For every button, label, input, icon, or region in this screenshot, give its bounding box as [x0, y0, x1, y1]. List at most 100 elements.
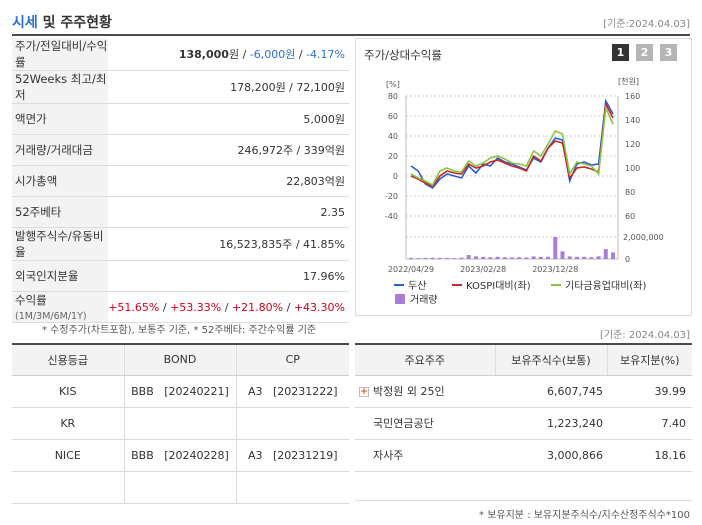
shares-cell: 6,607,745	[495, 375, 607, 408]
volume-bar	[567, 256, 572, 259]
left-tick-label: -20	[385, 192, 398, 201]
row-label: 거래량/거래대금	[12, 134, 109, 166]
price-value: 138,000원 / -6,000원 / -4.17%	[108, 38, 349, 71]
table-row: KIS BBB [20240221] A3 [20231222]	[12, 375, 349, 408]
legend-label: 거래량	[410, 294, 438, 306]
holder-name-cell[interactable]: + 박정원 외 25인	[355, 375, 495, 408]
col-header: 신용등급	[12, 345, 124, 376]
volume-bar	[574, 256, 579, 259]
right-tick-label: 100	[625, 164, 640, 173]
table-row: 시가총액 22,803억원	[12, 165, 349, 197]
empty-cell	[123, 471, 236, 504]
table-row: 주가/전일대비/수익률 138,000원 / -6,000원 / -4.17%	[12, 38, 349, 71]
series-line	[410, 104, 614, 187]
cp-cell: A3 [20231219]	[235, 439, 349, 472]
volume-tick-label: 2,000,000	[623, 233, 664, 242]
left-axis-unit: [%]	[386, 80, 400, 89]
volume-bar	[560, 251, 565, 259]
price-return-chart: [%] [천원] 80 60 40 20 0 -20 -40 160 140 120 100 80 60 2,…	[385, 76, 664, 306]
agency-cell: KR	[12, 407, 124, 440]
row-label: 액면가	[12, 103, 109, 135]
col-header: 주요주주	[355, 345, 495, 376]
reference-date: [기준:2024.04.03]	[603, 19, 690, 30]
volume-bar	[430, 257, 435, 259]
volume-bar	[596, 256, 601, 259]
row-value: 246,972주 / 339억원	[108, 134, 349, 166]
volume-bar	[517, 257, 522, 259]
title-highlight: 시세	[12, 15, 38, 31]
legend-label: KOSPI대비(좌)	[466, 280, 531, 292]
volume-bar	[423, 257, 428, 259]
chart-title: 주가/상대수익률	[364, 48, 442, 62]
left-tick-label: 60	[388, 112, 398, 121]
title-rest: 및 주주현황	[37, 15, 112, 31]
volume-bar	[452, 258, 457, 259]
price-summary-table: 주가/전일대비/수익률 138,000원 / -6,000원 / -4.17% …	[12, 38, 349, 323]
ratio-cell: 7.40	[607, 407, 692, 440]
volume-bar	[502, 257, 507, 259]
volume-bar	[488, 257, 493, 259]
table-row: NICE BBB [20240228] A3 [20231219]	[12, 439, 349, 472]
volume-bar	[445, 257, 450, 259]
left-tick-label: 0	[393, 172, 398, 181]
cp-cell	[235, 407, 349, 440]
volume-bar	[437, 257, 442, 259]
row-label: 52주베타	[12, 196, 109, 228]
expand-icon[interactable]: +	[359, 387, 369, 397]
left-tick-label: 40	[388, 132, 398, 141]
table-row: 외국인지분율 17.96%	[12, 260, 349, 292]
row-value: 16,523,835주 / 41.85%	[108, 227, 349, 261]
tab-1[interactable]: 1	[612, 44, 629, 61]
bond-cell	[123, 407, 236, 440]
volume-tick-label: 0	[625, 255, 630, 264]
row-label: 발행주식수/유동비율	[12, 227, 109, 261]
credit-table-divider	[12, 343, 349, 345]
row-label: 외국인지분율	[12, 260, 109, 292]
tab-2[interactable]: 2	[636, 44, 653, 61]
chart-panel: 주가/상대수익률 1 2 3 [%] [천원] 80 60 40 20 0 -20 -40 160…	[355, 38, 692, 316]
x-tick-label: 2023/12/28	[532, 265, 578, 274]
ratio-cell: 18.16	[607, 439, 692, 472]
return-values: +51.65% / +53.33% / +21.80% / +43.30%	[108, 291, 349, 323]
header-divider	[12, 34, 690, 36]
table-header-row: 신용등급 BOND CP	[12, 345, 349, 376]
volume-bar	[603, 249, 608, 259]
empty-cell	[12, 471, 124, 504]
col-header: CP	[235, 345, 349, 376]
table-row: 국민연금공단 1,223,240 7.40	[355, 407, 692, 440]
table-row: 52Weeks 최고/최저 178,200원 / 72,100원	[12, 70, 349, 104]
agency-cell: NICE	[12, 439, 124, 472]
row-label: 시가총액	[12, 165, 109, 197]
table-row: KR	[12, 407, 349, 440]
right-tick-label: 140	[625, 116, 640, 125]
series-line	[410, 101, 614, 187]
row-label: 수익률 (1M/3M/6M/1Y)	[12, 291, 109, 323]
legend-swatch	[395, 294, 405, 304]
summary-footnote: * 수정주가(차트포함), 보통주 기준, * 52주베타: 주간수익률 기준	[42, 325, 317, 336]
ratio-cell: 39.99	[607, 375, 692, 408]
bond-cell: BBB [20240228]	[123, 439, 236, 472]
volume-bar	[416, 258, 421, 259]
credit-rating-table: 신용등급 BOND CP KIS BBB [20240221] A3 [2023…	[12, 345, 349, 504]
right-tick-label: 120	[625, 140, 640, 149]
volume-bar	[553, 237, 558, 259]
volume-bar	[409, 257, 413, 259]
tab-3[interactable]: 3	[660, 44, 677, 61]
empty-cell	[235, 471, 349, 504]
volume-bar	[589, 257, 594, 259]
volume-bar	[459, 257, 464, 259]
holders-reference-date: [기준: 2024.04.03]	[599, 330, 690, 341]
section-title: 시세 및 주주현황	[12, 12, 112, 32]
holders-table-divider	[355, 343, 692, 345]
table-row	[12, 471, 349, 504]
table-row: 거래량/거래대금 246,972주 / 339억원	[12, 134, 349, 166]
table-row: 수익률 (1M/3M/6M/1Y) +51.65% / +53.33% / +2…	[12, 291, 349, 323]
row-value: 2.35	[108, 196, 349, 228]
shares-cell: 3,000,866	[495, 439, 607, 472]
volume-bar	[531, 256, 536, 259]
right-tick-label: 160	[625, 92, 640, 101]
table-row: 자사주 3,000,866 18.16	[355, 439, 692, 472]
table-row: 52주베타 2.35	[12, 196, 349, 228]
right-axis-unit: [천원]	[618, 76, 639, 86]
holders-table-bottom	[355, 500, 692, 501]
